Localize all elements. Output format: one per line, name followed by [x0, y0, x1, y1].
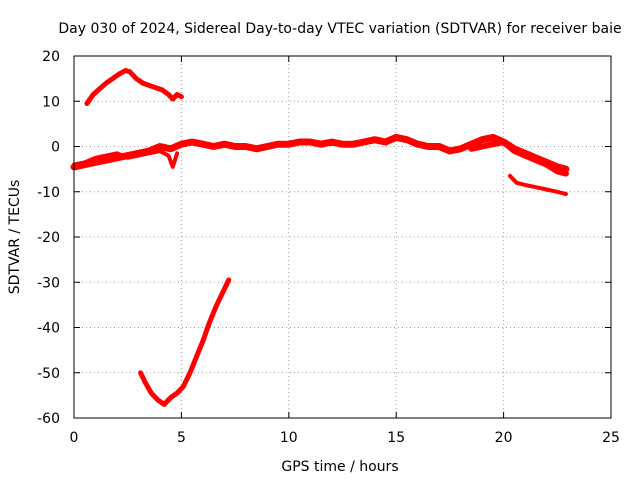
series-upper-arc	[84, 68, 184, 106]
y-tick-label: -10	[37, 185, 60, 201]
series-secondary-right	[468, 139, 569, 177]
axis-ticks: 0 5 10 15 20 25 -60 -50 -40 -30 -20 -10 0 10 20	[37, 49, 620, 446]
y-tick-label: -40	[37, 321, 60, 337]
y-axis-label: SDTVAR / TECUs	[7, 180, 23, 295]
x-tick-label: 5	[177, 430, 186, 446]
x-tick-label: 10	[280, 430, 298, 446]
grid	[74, 56, 611, 418]
series-lower-right-arc	[508, 173, 568, 196]
y-tick-label: 20	[42, 49, 60, 65]
y-tick-label: 0	[51, 140, 60, 156]
series-secondary-left	[72, 149, 180, 169]
x-tick-label: 25	[602, 430, 620, 446]
y-tick-label: -30	[37, 275, 60, 291]
y-tick-label: -50	[37, 366, 60, 382]
series-layer	[70, 68, 570, 407]
chart-title: Day 030 of 2024, Sidereal Day-to-day VTE…	[58, 21, 621, 37]
x-tick-label: 15	[387, 430, 405, 446]
y-tick-label: 10	[42, 94, 60, 110]
x-tick-label: 20	[495, 430, 513, 446]
series-main-band	[70, 133, 570, 173]
y-tick-label: -20	[37, 230, 60, 246]
x-tick-label: 0	[70, 430, 79, 446]
y-tick-label: -60	[37, 411, 60, 427]
series-deep-arc	[138, 277, 232, 407]
x-axis-label: GPS time / hours	[281, 459, 398, 475]
